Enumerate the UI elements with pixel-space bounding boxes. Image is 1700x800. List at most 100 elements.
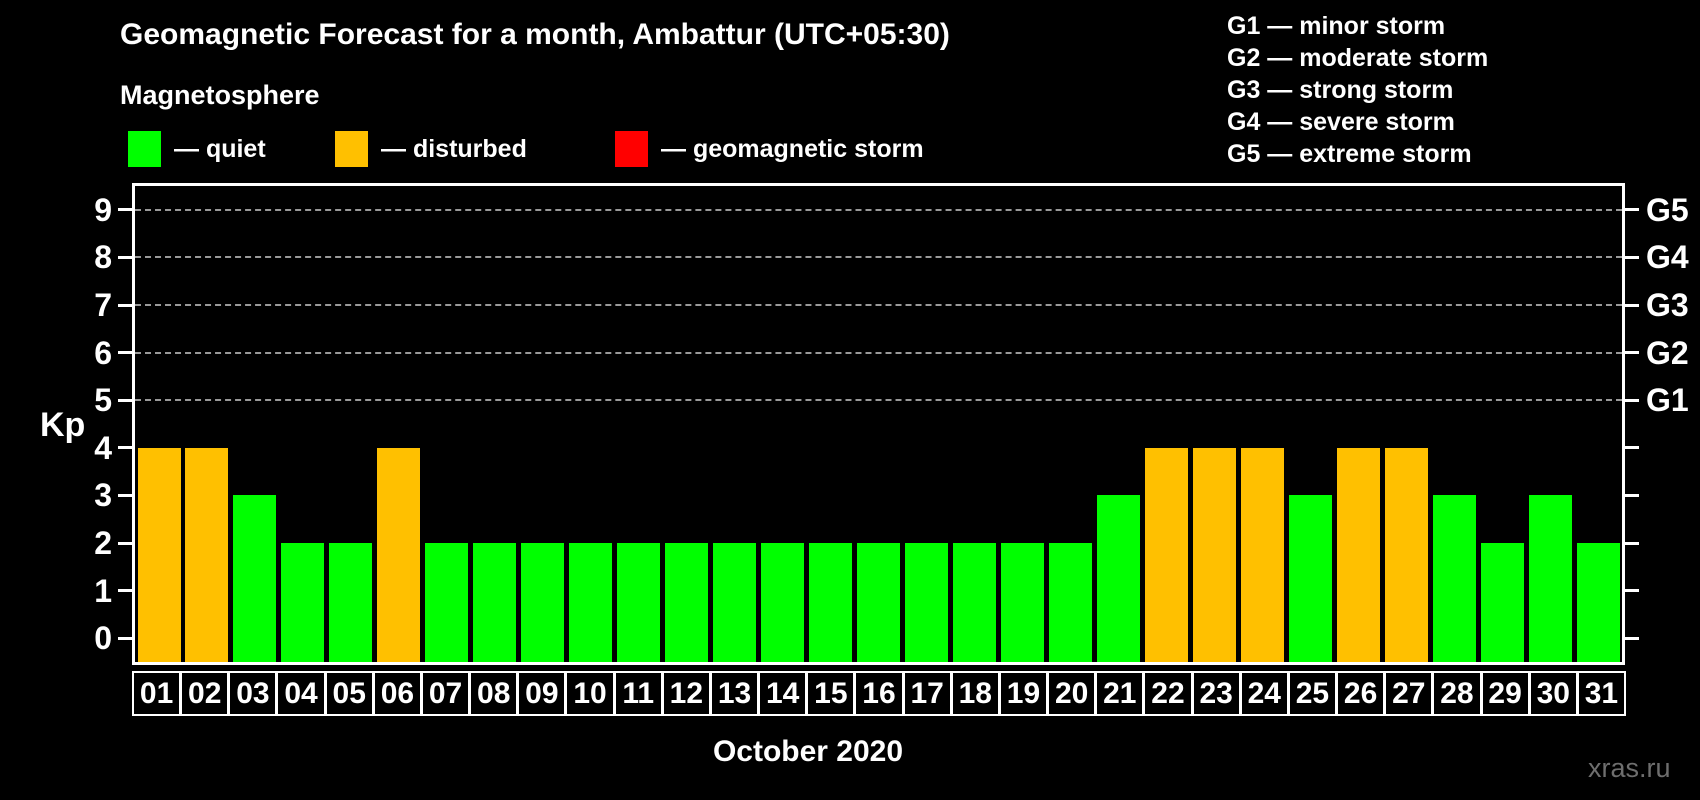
bar-day-13 [713,543,757,662]
day-label-16: 16 [854,671,904,716]
day-label-08: 08 [469,671,519,716]
day-label-11: 11 [613,671,663,716]
bar-day-05 [329,543,373,662]
left-tick-1 [118,589,132,593]
day-label-21: 21 [1095,671,1145,716]
day-label-28: 28 [1432,671,1482,716]
day-label-05: 05 [324,671,374,716]
bar-day-09 [521,543,565,662]
gridline-kp-5 [135,399,1622,402]
y-tick-label-3: 3 [94,477,112,514]
day-label-14: 14 [758,671,808,716]
g-tick-label-G4: G4 [1646,239,1689,276]
left-tick-9 [118,208,132,212]
right-tick-9 [1625,208,1639,212]
bar-day-11 [617,543,661,662]
g-tick-label-G5: G5 [1646,191,1689,228]
g-tick-label-G3: G3 [1646,287,1689,323]
bar-day-08 [473,543,517,662]
bar-day-26 [1336,447,1380,662]
left-tick-3 [118,493,132,497]
day-label-06: 06 [372,671,422,716]
y-tick-label-9: 9 [94,191,112,228]
day-label-30: 30 [1528,671,1578,716]
gridline-kp-7 [135,304,1622,306]
y-tick-label-2: 2 [94,525,112,561]
g-scale-legend: G1 — minor storm G2 — moderate storm G3 — … [1227,10,1488,170]
bar-day-30 [1528,495,1572,662]
legend-item-label: — disturbed [381,134,527,163]
right-tick-0 [1625,636,1639,640]
day-label-09: 09 [517,671,567,716]
y-tick-label-0: 0 [94,620,112,657]
bar-day-25 [1288,495,1332,662]
day-label-27: 27 [1384,671,1434,716]
day-label-02: 02 [180,671,230,716]
day-label-03: 03 [228,671,278,716]
legend-item-quiet: — quiet [128,131,266,167]
bar-day-17 [904,543,948,662]
storm-swatch [615,131,648,167]
g-tick-label-G1: G1 [1646,382,1689,419]
bar-day-12 [665,543,709,662]
bar-day-20 [1048,543,1092,662]
bar-day-14 [761,543,805,662]
left-tick-7 [118,303,132,307]
left-tick-5 [118,398,132,402]
day-label-19: 19 [998,671,1049,716]
disturbed-swatch [335,131,368,167]
right-tick-7 [1625,303,1639,307]
bar-day-29 [1480,543,1524,662]
day-label-10: 10 [565,671,615,716]
day-label-22: 22 [1143,671,1193,716]
gridline-kp-6 [135,351,1622,354]
y-tick-label-8: 8 [94,239,112,276]
x-axis-label: October 2020 [712,735,904,768]
bar-day-28 [1432,495,1476,662]
gridline-kp-9 [135,208,1622,211]
legend-item-storm: — geomagnetic storm [615,131,924,167]
g-tick-label-G2: G2 [1646,334,1689,371]
day-label-01: 01 [132,671,182,716]
legend-item-label: — geomagnetic storm [661,134,924,163]
right-tick-1 [1625,589,1639,593]
day-label-13: 13 [709,671,760,716]
plot-area [132,183,1625,665]
left-tick-6 [118,351,132,355]
bar-day-01 [137,447,181,662]
y-axis-label: Kp [40,406,86,444]
left-tick-2 [118,541,132,545]
bar-day-10 [569,543,613,662]
bar-day-07 [425,543,469,662]
bar-day-04 [281,543,325,662]
bar-day-31 [1576,543,1620,662]
right-tick-5 [1625,398,1639,402]
g-legend-line-5: G5 — extreme storm [1227,140,1472,168]
bar-day-19 [1000,543,1044,662]
legend-item-label: — quiet [174,134,266,163]
day-label-07: 07 [420,671,471,716]
left-tick-8 [118,255,132,259]
left-tick-4 [118,446,132,450]
day-label-12: 12 [661,671,711,716]
y-tick-label-4: 4 [94,429,112,466]
g-legend-line-1: G1 — minor storm [1227,12,1446,40]
right-tick-6 [1625,351,1639,355]
day-label-20: 20 [1047,671,1097,716]
legend-item-disturbed: — disturbed [335,131,527,167]
y-tick-label-5: 5 [94,382,112,419]
left-tick-0 [118,636,132,640]
g-legend-line-2: G2 — moderate storm [1227,44,1489,72]
bar-day-16 [857,543,901,662]
bar-day-23 [1192,447,1236,662]
right-tick-4 [1625,446,1639,450]
chart-title: Geomagnetic Forecast for a month, Ambatt… [120,18,950,51]
bar-day-21 [1096,495,1140,662]
day-label-26: 26 [1336,671,1386,716]
y-tick-label-1: 1 [94,572,112,609]
bar-day-06 [377,447,421,662]
bar-day-15 [809,543,853,662]
watermark: xras.ru [1588,753,1671,783]
day-label-18: 18 [950,671,1000,716]
